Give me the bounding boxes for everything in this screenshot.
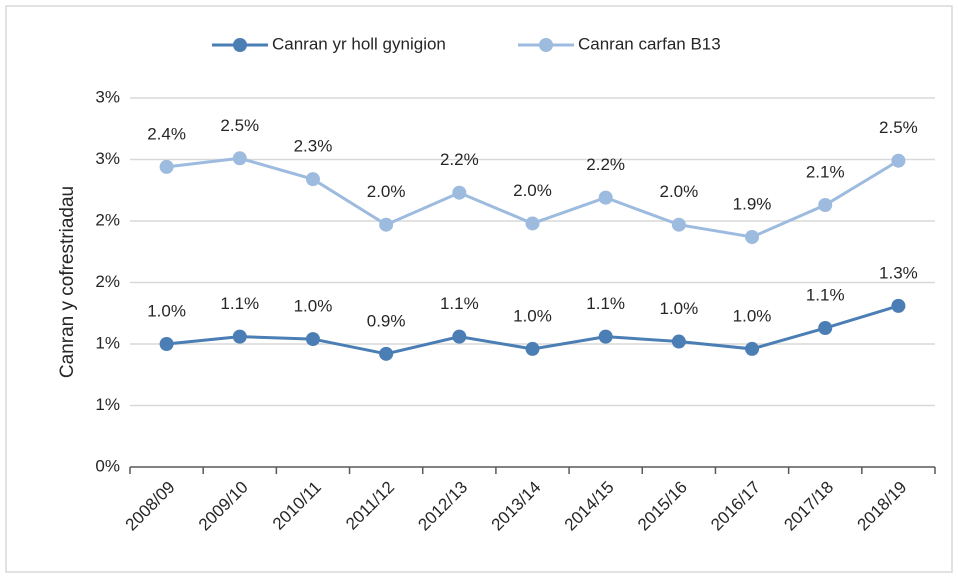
data-point bbox=[232, 329, 247, 344]
data-label: 1.1% bbox=[806, 285, 845, 304]
data-label: 1.1% bbox=[586, 294, 625, 313]
data-point bbox=[671, 217, 686, 232]
data-point bbox=[525, 216, 540, 231]
data-point bbox=[452, 185, 467, 200]
data-point bbox=[232, 151, 247, 166]
data-label: 2.5% bbox=[879, 118, 918, 137]
legend-marker bbox=[233, 38, 247, 52]
y-tick-label: 0% bbox=[95, 456, 120, 475]
data-point bbox=[818, 321, 833, 336]
data-label: 2.5% bbox=[220, 116, 259, 135]
data-label: 2.1% bbox=[806, 162, 845, 181]
legend-label: Canran yr holl gynigion bbox=[272, 34, 446, 53]
data-point bbox=[891, 298, 906, 313]
data-point bbox=[452, 329, 467, 344]
legend-marker bbox=[539, 38, 553, 52]
data-label: 1.3% bbox=[879, 263, 918, 282]
data-point bbox=[379, 217, 394, 232]
data-label: 1.9% bbox=[733, 194, 772, 213]
data-point bbox=[891, 153, 906, 168]
data-label: 1.0% bbox=[659, 299, 698, 318]
legend-label: Canran carfan B13 bbox=[578, 34, 721, 53]
data-point bbox=[525, 341, 540, 356]
chart-border bbox=[5, 5, 953, 573]
data-label: 2.0% bbox=[659, 182, 698, 201]
y-tick-label: 2% bbox=[95, 210, 120, 229]
data-label: 0.9% bbox=[367, 311, 406, 330]
y-tick-label: 1% bbox=[95, 395, 120, 414]
data-point bbox=[159, 159, 174, 174]
y-tick-label: 2% bbox=[95, 272, 120, 291]
data-point bbox=[305, 332, 320, 347]
y-tick-label: 1% bbox=[95, 333, 120, 352]
y-tick-label: 3% bbox=[95, 149, 120, 168]
data-label: 1.0% bbox=[294, 297, 333, 316]
data-label: 2.2% bbox=[440, 150, 479, 169]
data-point bbox=[745, 229, 760, 244]
y-axis-label: Canran y cofrestriadau bbox=[57, 186, 78, 378]
data-point bbox=[159, 337, 174, 351]
data-point bbox=[745, 341, 760, 356]
data-label: 2.0% bbox=[513, 181, 552, 200]
data-label: 1.0% bbox=[733, 306, 772, 325]
data-point bbox=[305, 172, 320, 187]
data-label: 1.0% bbox=[513, 306, 552, 325]
data-point bbox=[598, 190, 613, 205]
y-tick-label: 3% bbox=[95, 87, 120, 106]
data-point bbox=[671, 334, 686, 349]
data-label: 1.0% bbox=[147, 301, 186, 320]
data-point bbox=[598, 329, 613, 344]
data-point bbox=[818, 198, 833, 213]
data-label: 2.0% bbox=[367, 182, 406, 201]
data-label: 2.3% bbox=[294, 137, 333, 156]
data-label: 1.1% bbox=[440, 294, 479, 313]
data-point bbox=[379, 346, 394, 361]
data-label: 1.1% bbox=[220, 294, 259, 313]
data-label: 2.4% bbox=[147, 124, 186, 143]
data-label: 2.2% bbox=[586, 155, 625, 174]
